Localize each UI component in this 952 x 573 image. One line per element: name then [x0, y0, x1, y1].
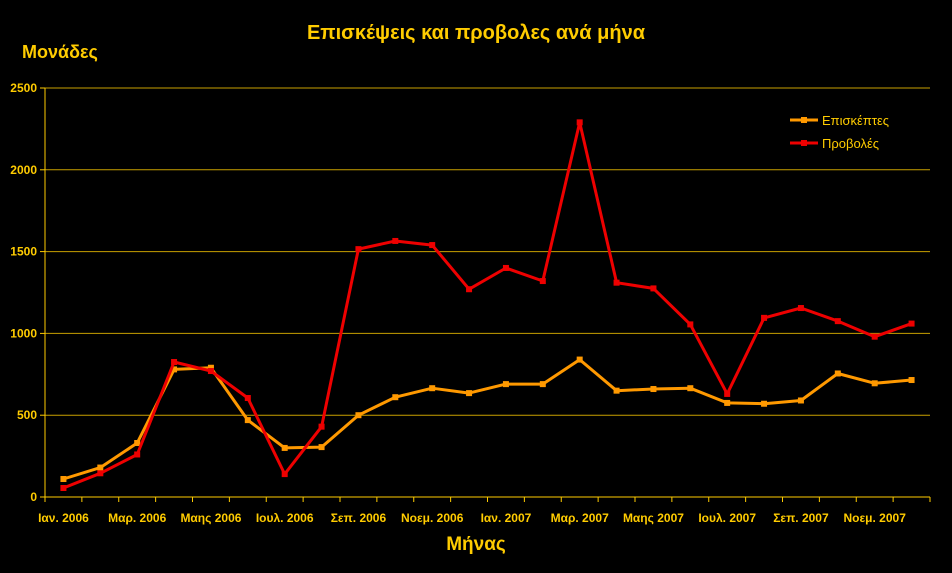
data-point-2	[613, 279, 620, 286]
data-point-2	[171, 359, 178, 366]
data-point-1	[797, 397, 804, 404]
y-tick-label: 1000	[10, 326, 37, 340]
data-point-1	[466, 390, 473, 397]
data-point-2	[392, 237, 399, 244]
data-point-2	[871, 333, 878, 340]
data-point-2	[134, 451, 141, 458]
x-tick-label: Ιαν. 2006	[38, 511, 89, 525]
data-point-2	[281, 471, 288, 478]
x-tick-label: Ιαν. 2007	[481, 511, 532, 525]
data-point-2	[908, 320, 915, 327]
x-axis-title: Μήνας	[446, 534, 506, 555]
data-point-2	[797, 305, 804, 312]
data-point-1	[318, 444, 325, 451]
data-point-2	[466, 286, 473, 293]
data-point-1	[724, 399, 731, 406]
data-point-1	[908, 377, 915, 384]
x-tick-label: Σεπ. 2006	[331, 511, 387, 525]
x-tick-label: Μαης 2006	[180, 511, 241, 525]
data-point-2	[502, 264, 509, 271]
data-point-1	[871, 380, 878, 387]
data-point-1	[244, 417, 251, 424]
data-point-2	[429, 242, 436, 249]
data-point-2	[244, 395, 251, 402]
data-point-1	[355, 412, 362, 419]
legend-swatch-marker	[801, 117, 807, 123]
data-point-2	[724, 390, 731, 397]
legend-label: Επισκέπτες	[822, 113, 889, 128]
data-point-1	[539, 381, 546, 388]
x-tick-label: Νοεμ. 2007	[843, 511, 906, 525]
x-tick-label: Ιουλ. 2006	[256, 511, 314, 525]
x-tick-label: Μαρ. 2007	[551, 511, 609, 525]
data-point-2	[60, 485, 67, 492]
data-point-1	[834, 370, 841, 377]
data-point-2	[355, 246, 362, 253]
legend-label: Προβολές	[822, 136, 879, 151]
data-point-2	[539, 278, 546, 285]
data-point-1	[392, 394, 399, 401]
data-point-1	[761, 400, 768, 407]
series-line-1	[62, 358, 912, 481]
data-point-1	[576, 356, 583, 363]
data-point-2	[318, 423, 325, 430]
y-tick-label: 2000	[10, 163, 37, 177]
data-point-1	[207, 364, 214, 371]
data-point-2	[834, 318, 841, 325]
data-point-1	[134, 440, 141, 447]
x-tick-label: Ιουλ. 2007	[698, 511, 756, 525]
legend-swatch-marker	[801, 140, 807, 146]
data-point-1	[60, 476, 67, 483]
data-point-1	[97, 464, 104, 471]
x-tick-label: Νοεμ. 2006	[401, 511, 464, 525]
data-point-1	[613, 387, 620, 394]
y-tick-label: 1500	[10, 245, 37, 259]
data-point-1	[429, 385, 436, 392]
y-tick-label: 500	[17, 408, 37, 422]
data-point-1	[281, 444, 288, 451]
data-point-2	[207, 368, 214, 375]
data-point-2	[761, 314, 768, 321]
series-line-2	[62, 120, 913, 490]
y-tick-label: 0	[30, 490, 37, 504]
data-point-2	[687, 321, 694, 328]
x-tick-label: Μαρ. 2006	[108, 511, 166, 525]
y-axis-title: Μονάδες	[22, 42, 98, 62]
y-tick-label: 2500	[10, 81, 37, 95]
data-point-2	[97, 470, 104, 477]
data-point-1	[502, 381, 509, 388]
x-tick-label: Μαης 2007	[623, 511, 684, 525]
chart-title: Επισκέψεις και προβολες ανά μήνα	[306, 22, 646, 44]
data-point-1	[650, 386, 657, 393]
data-point-1	[171, 366, 178, 373]
data-point-2	[650, 285, 657, 292]
data-point-2	[576, 119, 583, 126]
x-tick-label: Σεπ. 2007	[773, 511, 829, 525]
data-point-1	[687, 385, 694, 392]
